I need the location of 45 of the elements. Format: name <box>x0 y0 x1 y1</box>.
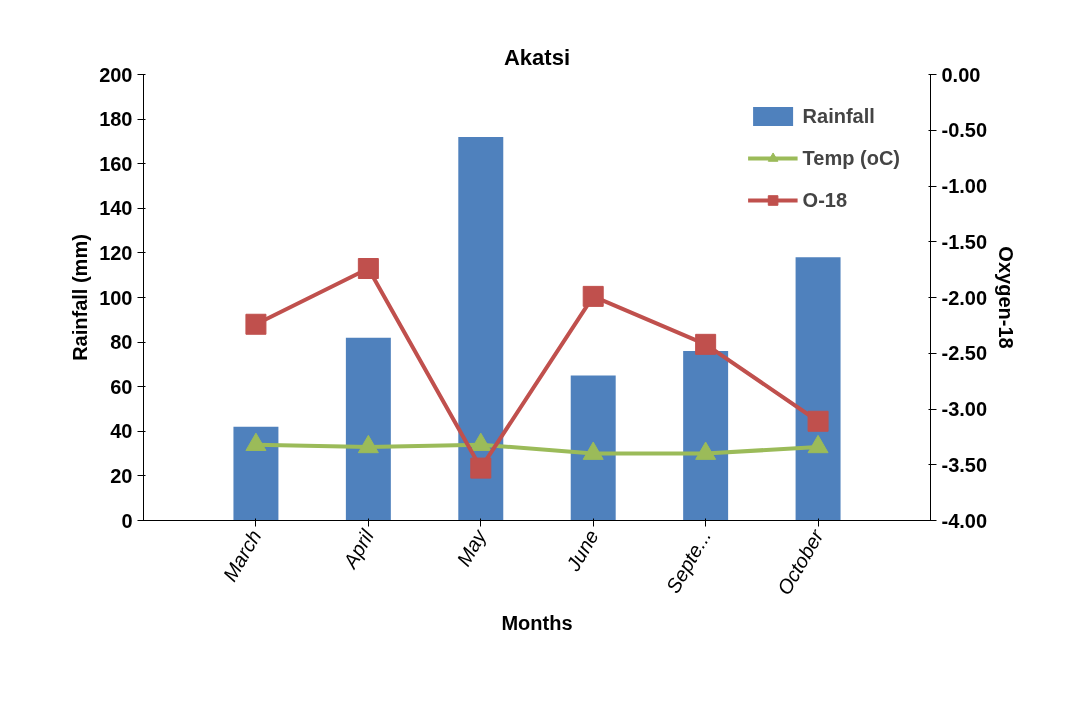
point <box>695 333 717 355</box>
y2-tick-label: -4.00 <box>941 509 988 532</box>
y-axis-title: Rainfall (mm) <box>69 234 92 361</box>
bar <box>683 351 729 521</box>
y-tick-label: 40 <box>110 420 133 443</box>
legend-label: Temp (oC) <box>802 146 900 170</box>
point <box>470 457 492 479</box>
point <box>582 441 604 460</box>
y-tick-label: 140 <box>99 197 133 220</box>
y2-tick-label: -1.00 <box>941 175 988 197</box>
y-tick-label: 160 <box>99 152 133 175</box>
legend-label: O-18 <box>802 188 848 212</box>
y-tick-label: 180 <box>99 108 133 131</box>
bar <box>458 136 504 521</box>
y2-tick-label: -3.50 <box>941 453 988 476</box>
x-axis-title: Months <box>501 612 573 635</box>
point <box>695 441 717 460</box>
point <box>245 313 267 335</box>
chart-title: Akatsi <box>503 44 571 70</box>
y-tick-label: 20 <box>110 464 133 487</box>
y-tick-label: 60 <box>110 375 133 398</box>
point <box>807 410 829 432</box>
y-tick-label: 200 <box>99 63 133 86</box>
bar <box>233 426 279 521</box>
point <box>807 434 829 454</box>
y2-tick-label: -2.50 <box>941 342 988 365</box>
y-tick-label: 120 <box>99 241 133 264</box>
point <box>582 285 604 307</box>
bar <box>570 375 616 521</box>
point <box>245 432 267 451</box>
y2-axis-title: Oxygen-18 <box>995 246 1018 349</box>
y2-tick-label: 0.00 <box>941 63 981 86</box>
y-tick-label: 100 <box>99 286 133 309</box>
bar <box>795 257 841 521</box>
legend-label: Rainfall <box>802 104 875 128</box>
point <box>357 258 379 280</box>
y2-tick-label: -0.50 <box>941 119 988 142</box>
y2-tick-label: -2.00 <box>941 286 988 309</box>
y2-tick-label: -1.50 <box>941 230 988 253</box>
point <box>470 432 492 451</box>
y2-tick-label: -3.00 <box>941 398 988 420</box>
point <box>357 434 379 454</box>
y-tick-label: 0 <box>121 509 133 532</box>
bar <box>345 337 391 521</box>
y-tick-label: 80 <box>110 331 133 354</box>
